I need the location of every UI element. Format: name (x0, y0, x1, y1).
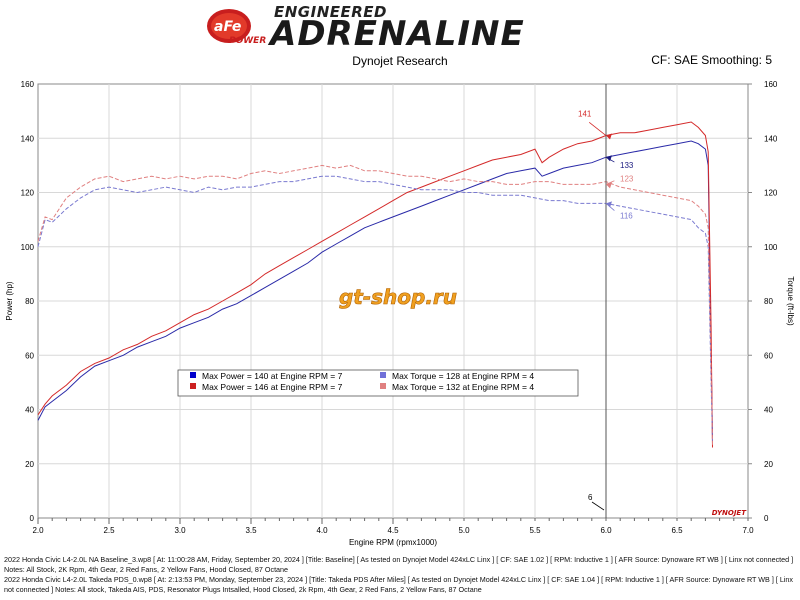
legend-box (177, 369, 579, 397)
legend-swatch (380, 372, 386, 378)
legend-entry: Max Power = 146 at Engine RPM = 7 (202, 382, 343, 392)
run-note-baseline: 2022 Honda Civic L4-2.0L NA Baseline_3.w… (4, 555, 794, 574)
legend-entry: Max Power = 140 at Engine RPM = 7 (202, 371, 343, 381)
x-tick-label: 6.0 (600, 526, 612, 535)
annotation-arrowhead (606, 133, 612, 140)
annotation-pointer (605, 180, 615, 185)
annotation-arrowhead (606, 155, 612, 162)
y2-tick-label: 40 (764, 406, 773, 415)
chart-subtitle: Dynojet Research (352, 54, 448, 68)
x-tick-label: 2.5 (103, 526, 115, 535)
x-tick-label: 4.5 (387, 526, 399, 535)
legend-swatch (380, 383, 386, 389)
legend-swatch (190, 372, 196, 378)
x-tick-label: 3.0 (174, 526, 186, 535)
x-tick-label: 3.5 (245, 526, 257, 535)
run-notes: 2022 Honda Civic L4-2.0L NA Baseline_3.w… (4, 555, 798, 595)
y-axis-label: Power (hp) (5, 281, 14, 320)
run-note-takeda: 2022 Honda Civic L4-2.0L Takeda PDS_0.wp… (4, 575, 794, 594)
x-tick-label: 6.5 (671, 526, 683, 535)
svg-text:aFe: aFe (214, 19, 241, 35)
annotation-label: 123 (620, 174, 634, 183)
series-line-power_baseline (37, 140, 713, 437)
series-line-power_test (37, 121, 713, 448)
series-line-torque_test (37, 164, 713, 445)
x-tick-label: 5.0 (458, 526, 470, 535)
y-tick-label: 100 (21, 243, 35, 252)
x-tick-label: 2.0 (32, 526, 44, 535)
y2-tick-label: 20 (764, 460, 773, 469)
y-tick-label: 0 (30, 514, 35, 523)
svg-text:POWER: POWER (229, 36, 266, 46)
x-tick-label: 5.5 (529, 526, 541, 535)
series-line-torque_baseline (37, 175, 713, 443)
header: aFe POWER ENGINEERED ADRENALINE Dynojet … (0, 0, 800, 72)
dyno-chart: 0 0 20 20 40 40 60 60 80 80 100 100 120 120 140 140 160 1… (5, 80, 795, 547)
y-tick-label: 40 (25, 406, 34, 415)
annotation-label: 141 (578, 110, 592, 119)
annotation-arrowhead (606, 182, 612, 189)
y2-tick-label: 100 (764, 243, 778, 252)
x-tick-label: 4.0 (316, 526, 328, 535)
y2-tick-label: 80 (764, 297, 773, 306)
x-tick-label: 7.0 (742, 526, 754, 535)
rpm-cursor-label: 6 (588, 493, 593, 502)
y2-tick-label: 120 (764, 189, 778, 198)
y2-tick-label: 140 (764, 134, 778, 143)
y-tick-label: 60 (25, 351, 34, 360)
y2-tick-label: 0 (764, 514, 769, 523)
y-tick-label: 160 (21, 80, 35, 89)
x-axis-label: Engine RPM (rpmx1000) (349, 538, 437, 547)
annotation-pointer (588, 122, 607, 136)
legend-entry: Max Torque = 128 at Engine RPM = 4 (392, 371, 534, 381)
y2-tick-label: 160 (764, 80, 778, 89)
annotation-arrowhead (606, 201, 612, 208)
rpm-cursor-arrow (591, 501, 605, 511)
watermark-logo: gt-shop.ru (339, 285, 457, 309)
y2-axis-label: Torque (ft-lbs) (786, 276, 795, 326)
dynojet-mark: DYNOJET (712, 509, 748, 517)
y-tick-label: 80 (25, 297, 34, 306)
y-tick-label: 20 (25, 460, 34, 469)
annotation-label: 133 (620, 161, 634, 170)
brand-tagline-top: ENGINEERED (274, 3, 387, 21)
y-tick-label: 140 (21, 134, 35, 143)
afe-power-logo: aFe POWER (207, 9, 266, 46)
correction-factor-label: CF: SAE Smoothing: 5 (651, 53, 772, 67)
y2-tick-label: 60 (764, 351, 773, 360)
y-tick-label: 120 (21, 189, 35, 198)
annotation-label: 116 (620, 211, 633, 220)
brand-tagline-main: ADRENALINE (270, 14, 525, 54)
legend-swatch (190, 383, 196, 389)
legend-entry: Max Torque = 132 at Engine RPM = 4 (392, 382, 534, 392)
